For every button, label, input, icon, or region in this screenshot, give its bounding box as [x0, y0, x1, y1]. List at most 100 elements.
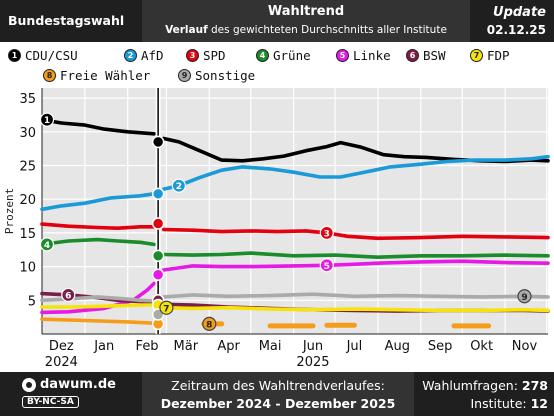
x-tick-label: Mai [259, 339, 282, 354]
legend-item-6: 6 BSW [406, 48, 446, 63]
legend-item-2: 2 AfD [124, 48, 164, 63]
election-result-dot [151, 135, 165, 149]
brand-name: dawum.de [40, 377, 116, 392]
legend-label: Grüne [273, 48, 311, 63]
series-badge [39, 237, 55, 252]
legend-item-3: 3 SPD [186, 48, 226, 63]
header-subtitle: Verlauf des gewichteten Durchschnitts al… [142, 24, 470, 36]
election-result-dot [151, 187, 165, 201]
legend-label: Freie Wähler [60, 68, 151, 83]
series-badge-number: 7 [163, 304, 169, 314]
brand[interactable]: dawum.de [22, 377, 116, 392]
header-center-panel [142, 0, 470, 42]
series-badge-number: 4 [44, 241, 50, 251]
legend-item-7: 7 FDP [470, 48, 510, 63]
legend-badge: 7 [470, 49, 483, 62]
license-badge[interactable]: BY-NC-SA [22, 396, 79, 408]
y-tick-label: 10 [19, 261, 36, 276]
series-badge [202, 316, 217, 331]
x-tick-label: Nov [512, 339, 538, 354]
series-line [40, 317, 156, 325]
legend-item-1: 1 CDU/CSU [8, 48, 78, 63]
series-badge [517, 289, 532, 304]
legend-badge: 8 [43, 69, 56, 82]
x-year-label: 2024 [45, 355, 78, 370]
legend-label: BSW [423, 48, 446, 63]
x-tick-label: Okt [470, 339, 493, 354]
legend-label: AfD [141, 48, 164, 63]
x-tick-label: Apr [217, 339, 240, 354]
x-tick-label: Sep [428, 339, 453, 354]
y-tick-label: 25 [19, 160, 36, 175]
legend-badge: 5 [336, 49, 349, 62]
header-subtitle-rest: des gewichteten Durchschnitts aller Inst… [207, 24, 447, 36]
series-line [161, 292, 550, 299]
legend-badge: 1 [8, 49, 21, 62]
legend-label: Sonstige [195, 68, 256, 83]
series-badge [171, 178, 186, 193]
series-line [161, 259, 550, 272]
series-8 [40, 317, 492, 329]
range-value: Dezember 2024 - Dezember 2025 [160, 396, 396, 411]
y-tick-label: 20 [19, 193, 36, 208]
update-date: 02.12.25 [486, 23, 546, 37]
series-badge-number: 2 [176, 182, 182, 192]
series-line [40, 222, 156, 230]
legend-label: CDU/CSU [25, 48, 78, 63]
series-badge [61, 287, 76, 303]
institutes-label: Institute: [470, 396, 527, 411]
update-label: Update [493, 5, 546, 20]
polls-value: 278 [521, 378, 548, 393]
footer-bar: dawum.de BY-NC-SA Zeitraum des Wahltrend… [0, 372, 554, 416]
x-tick-label: Jan [93, 339, 114, 354]
chart-legend: 1 CDU/CSU 2 AfD 3 SPD 4 Grüne 5 Linke 6 BSW 7 FDP 8 Fre… [0, 44, 554, 86]
election-result-dot [151, 217, 165, 230]
legend-badge: 3 [186, 49, 199, 62]
y-axis-label: Prozent [3, 188, 16, 234]
series-badge-number: 9 [521, 293, 527, 303]
x-tick-label: Feb [136, 339, 159, 354]
legend-item-4: 4 Grüne [256, 48, 311, 63]
x-tick-label: Mär [174, 339, 199, 354]
series-2 [40, 154, 550, 212]
y-tick-label: 35 [19, 92, 36, 107]
series-badge [39, 112, 55, 127]
header-bar: Bundestagswahl Wahltrend Verlauf des gew… [0, 0, 554, 42]
series-badge [159, 300, 174, 315]
series-line [40, 303, 156, 309]
series-line [40, 237, 156, 247]
polls-label: Wahlumfragen: [422, 378, 518, 393]
legend-badge: 2 [124, 49, 137, 62]
x-tick-label: Jun [302, 339, 323, 354]
election-result-dot [151, 268, 165, 281]
series-badge-number: 3 [324, 229, 330, 239]
legend-item-9: 9 Sonstige [178, 68, 255, 83]
election-result-dot [151, 249, 165, 263]
series-badge [319, 225, 334, 241]
series-line [40, 192, 156, 212]
series-line [161, 251, 550, 259]
series-badge-number: 8 [206, 320, 212, 330]
brand-logo-icon [22, 377, 36, 392]
y-tick-label: 15 [19, 227, 36, 242]
polls-count: Wahlumfragen: 278 [422, 378, 548, 393]
series-4 [40, 237, 550, 259]
x-year-label: 2025 [296, 355, 329, 370]
header-title: Wahltrend [267, 4, 345, 19]
x-tick-label: Dez [49, 339, 74, 354]
y-tick-label: 5 [28, 294, 36, 309]
legend-label: FDP [487, 48, 510, 63]
x-tick-label: Aug [385, 339, 410, 354]
legend-badge: 9 [178, 69, 191, 82]
series-badge-number: 1 [44, 116, 50, 126]
series-line [40, 117, 156, 136]
footer-center-panel [142, 372, 414, 416]
legend-item-5: 5 Linke [336, 48, 391, 63]
range-label: Zeitraum des Wahltrendverlaufes: [171, 378, 385, 393]
legend-label: SPD [203, 48, 226, 63]
y-tick-label: 30 [19, 126, 36, 141]
legend-badge: 6 [406, 49, 419, 62]
institutes-count: Institute: 12 [470, 396, 548, 411]
